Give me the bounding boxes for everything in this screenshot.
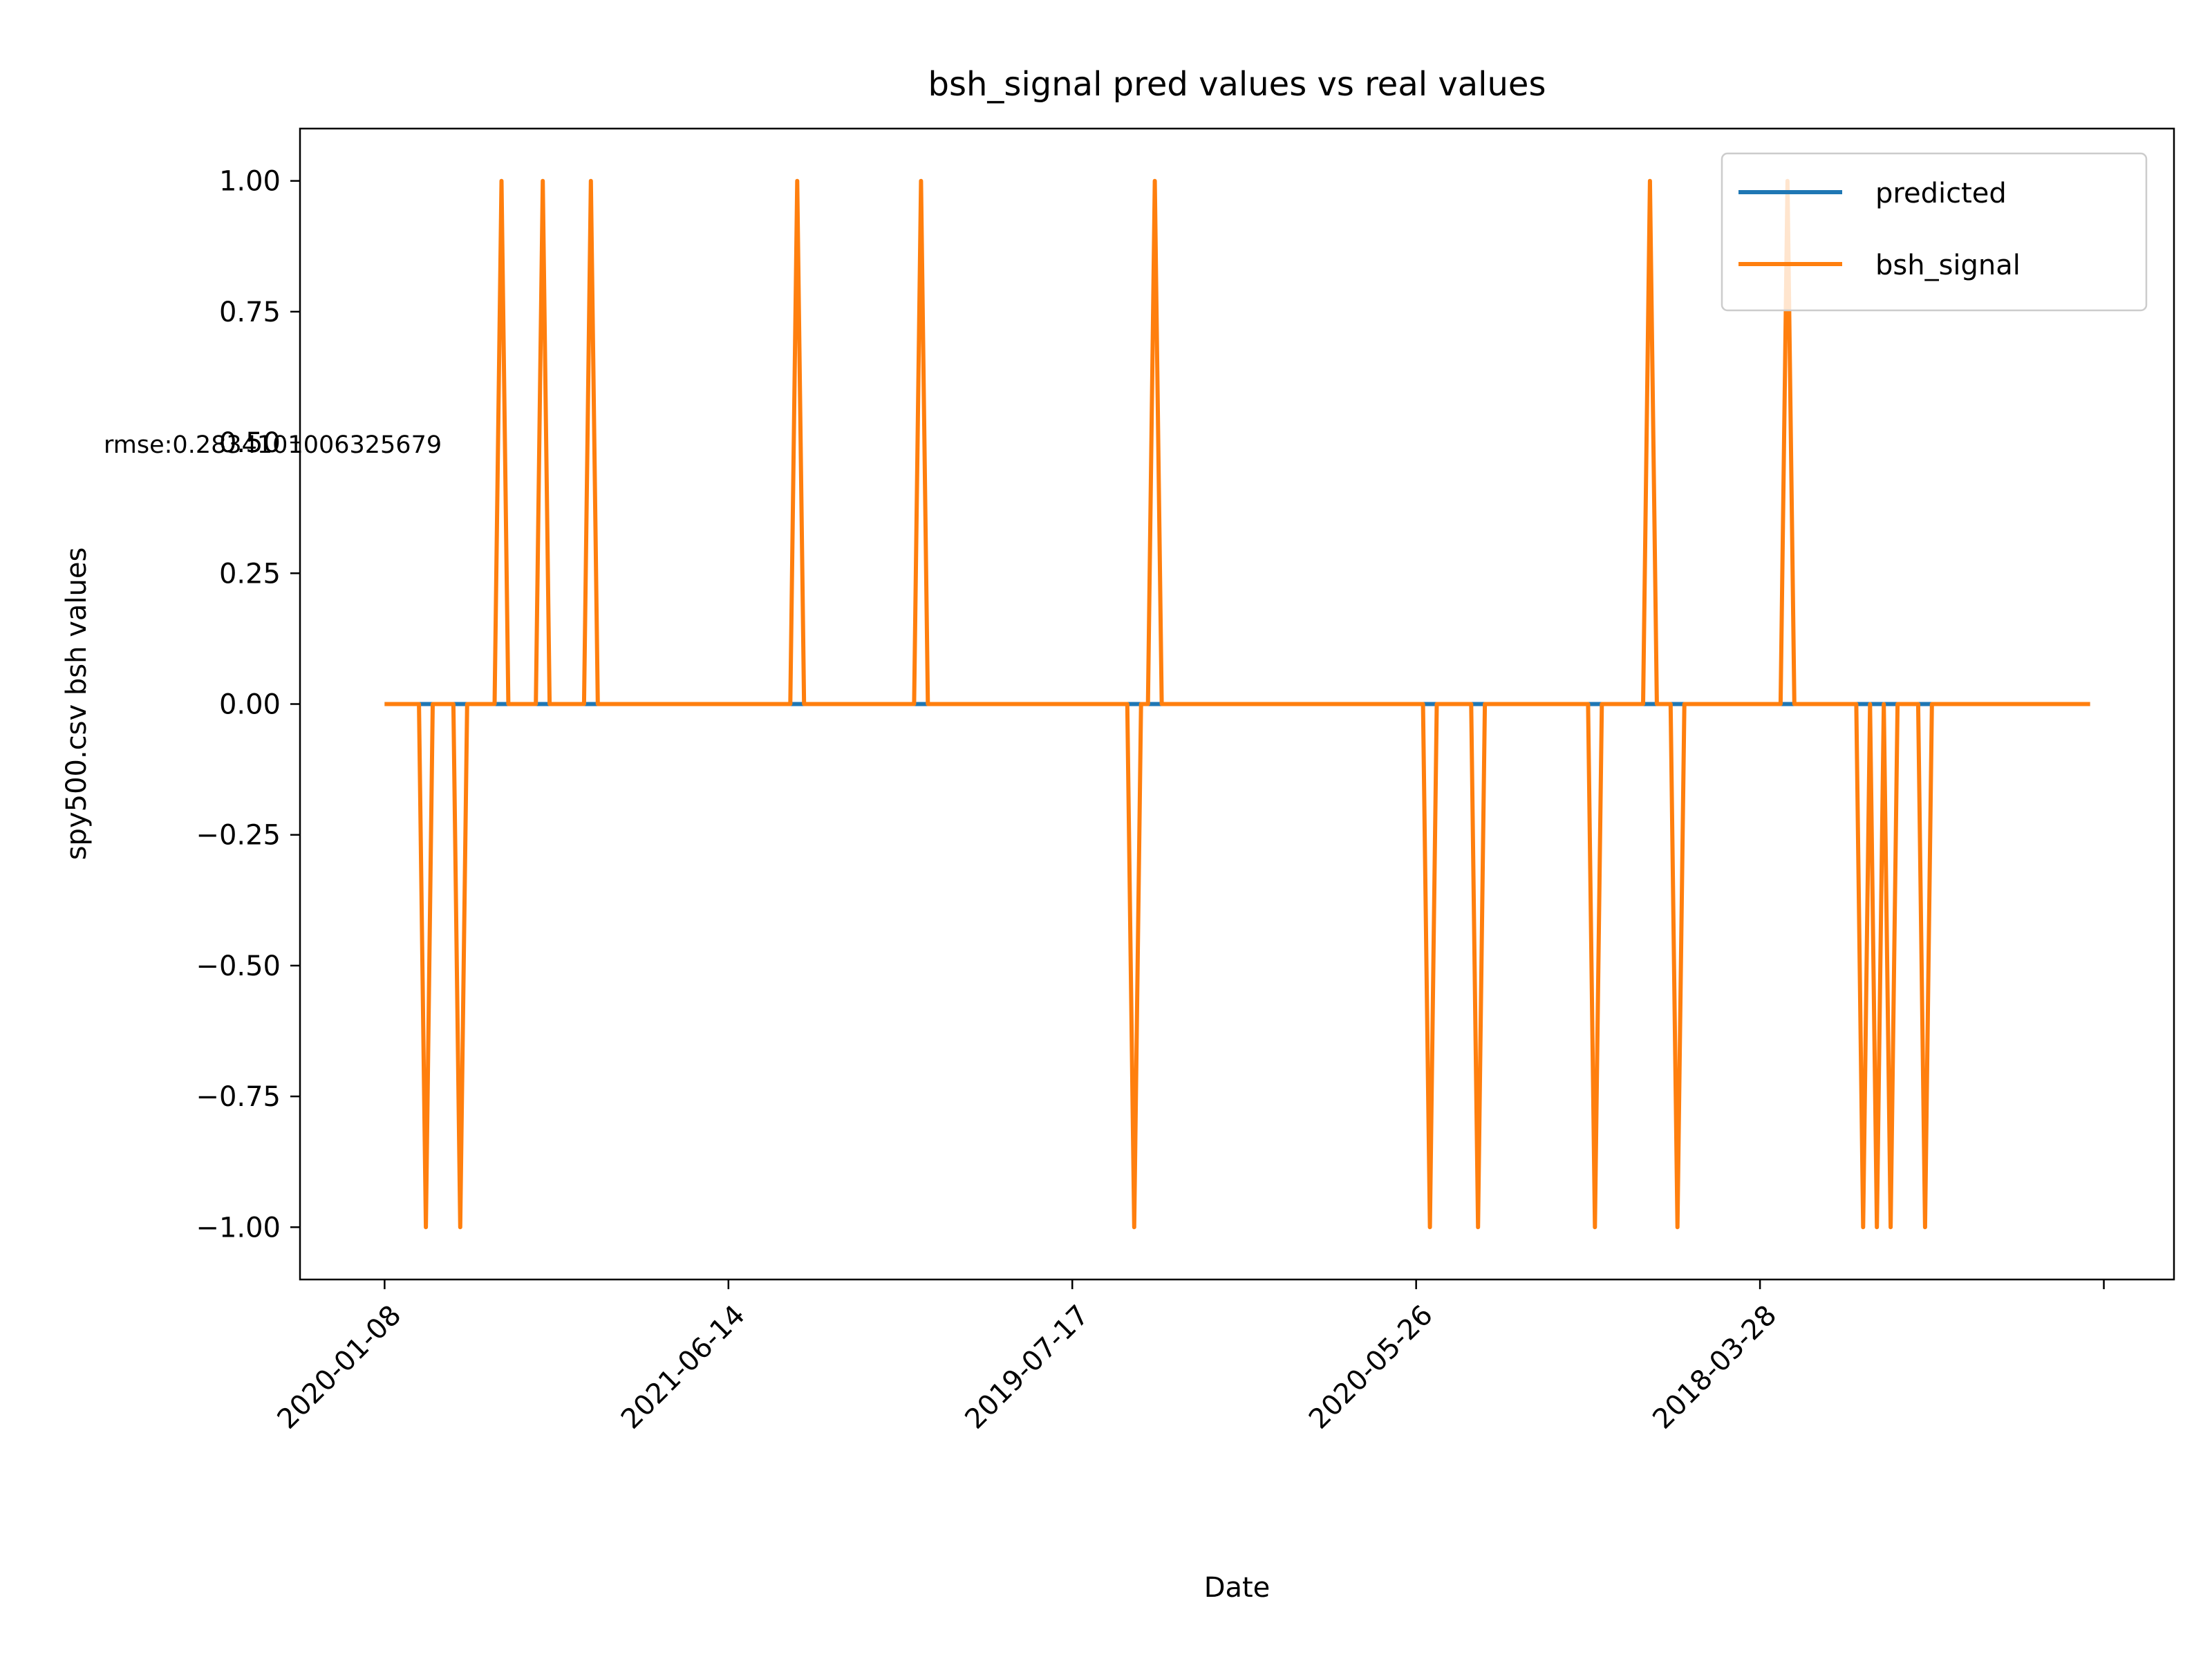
rmse-annotation: rmse:0.2834101006325679 (104, 431, 442, 459)
x-tick-label: 2020-01-08 (272, 1300, 408, 1436)
y-tick-label: −0.25 (196, 820, 281, 852)
legend: predicted bsh_signal (1721, 152, 2148, 312)
x-axis-label: Date (1204, 1572, 1271, 1604)
x-axis: 2020-01-08 2021-06-14 2019-07-17 2020-05-26… (272, 1280, 2105, 1436)
axes-frame (299, 127, 2175, 1281)
y-tick-label: −1.00 (196, 1212, 281, 1244)
y-axis: 1.00 0.75 0.50 0.25 0.00 −0.25 −0.50 −0.75 −1.00 (196, 166, 300, 1244)
x-tick-label: 2020-05-26 (1303, 1300, 1439, 1436)
series-line-bsh-signal (384, 178, 2090, 1230)
y-tick-label: −0.50 (196, 950, 281, 982)
x-tick-label: 2018-03-28 (1647, 1300, 1783, 1436)
y-tick-label: −0.75 (196, 1081, 281, 1113)
y-tick-label: 0.75 (219, 297, 281, 328)
y-tick-label: 0.25 (219, 558, 281, 590)
y-tick-label: 1.00 (219, 166, 281, 198)
x-tick-label: 2021-06-14 (615, 1300, 751, 1436)
chart-title: bsh_signal pred values vs real values (928, 65, 1546, 104)
x-tick-label: 2019-07-17 (959, 1300, 1095, 1436)
plot-lines (384, 178, 2090, 1230)
y-tick-label: 0.50 (219, 427, 281, 459)
y-axis-label: spy500.csv bsh values (61, 547, 93, 861)
legend-label-bsh-signal: bsh_signal (1875, 250, 2021, 281)
legend-label-predicted: predicted (1875, 178, 2007, 209)
y-tick-label: 0.00 (219, 689, 281, 721)
